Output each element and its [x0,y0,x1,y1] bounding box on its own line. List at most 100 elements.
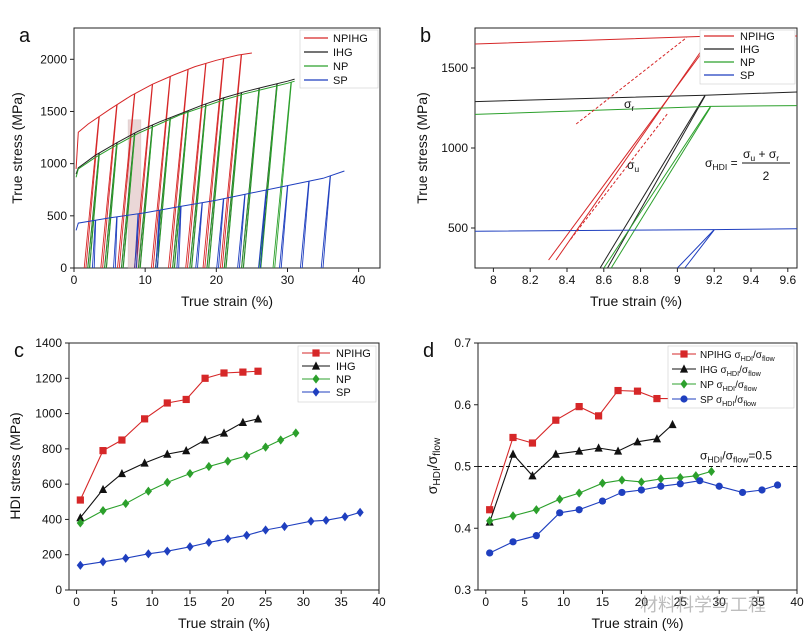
x-tick-label: 30 [281,273,295,287]
legend-marker [680,379,688,389]
data-point [122,498,130,509]
data-point [614,386,622,395]
unload-line [172,112,189,269]
unload-line [258,85,278,269]
series-line [489,424,673,523]
legend-marker [679,364,689,373]
y-tick-label: 800 [42,442,62,456]
data-point [509,511,517,521]
series-npihg [76,367,262,504]
data-point [532,532,540,540]
reload-line [191,106,207,269]
y-tick-label: 1000 [35,407,62,421]
x-axis-label: True strain (%) [178,615,270,631]
x-tick-label: 25 [674,595,688,609]
series-ihg [474,91,798,269]
reload-line [136,213,139,269]
reload-line [139,127,154,269]
reload-line [322,175,331,269]
unload-line [320,175,331,269]
x-tick-label: 20 [221,595,235,609]
y-tick-label: 0.3 [454,583,471,597]
unload-line [113,216,118,269]
y-tick-label: 500 [47,209,67,223]
x-axis-label: True strain (%) [181,293,273,309]
data-point [243,530,251,540]
formula-lhs: σHDI = [705,156,738,172]
data-point [653,394,661,403]
plot-frame [73,27,381,269]
legend-label: IHG [740,44,760,56]
reload-line [225,94,243,269]
data-point [715,482,723,490]
unload-line [155,119,171,269]
data-point [76,560,84,570]
data-point [575,506,583,514]
data-point [341,512,349,522]
data-point [676,480,684,488]
reload-line [204,58,225,269]
reload-line [106,144,118,269]
reload-line [218,198,225,269]
reload-line [93,220,97,269]
data-point [76,518,84,528]
unload-line [299,181,310,269]
legend-label: NPIHG [333,33,368,45]
legend-label: SP [333,75,348,87]
data-point [224,534,232,544]
x-tick-label: 8.4 [559,273,576,287]
data-point [575,488,583,498]
data-point [773,481,782,489]
data-point [668,419,677,429]
x-tick-label: 9 [674,273,681,287]
unload-line [138,127,153,269]
data-point [200,435,210,444]
x-tick-label: 10 [138,273,152,287]
x-tick-label: 9.2 [706,273,723,287]
data-point [140,458,149,467]
data-point [556,494,564,504]
x-tick-label: 8.8 [632,273,649,287]
data-point [144,486,152,496]
y-tick-label: 0.6 [454,398,471,412]
data-point [657,474,665,484]
panel-b: 8 8.2 8.4 8.6 8.8 9 9.2 9.4 9.6 500 1000 1500 True s… [414,25,798,309]
reload-line [178,206,182,269]
formula-denominator: 2 [763,169,770,183]
tangent-dashed [575,37,687,125]
legend-box [699,29,796,85]
data-point [594,412,603,420]
x-tick-label: 0 [482,595,489,609]
formula-numerator: σu + σr [743,147,779,163]
unload-line [258,189,267,269]
panel-label: c [14,340,24,362]
sigma-u-label: σu [627,158,639,174]
tangent-dashed [570,112,669,240]
x-tick-label: 40 [372,595,386,609]
x-tick-label: 10 [557,595,571,609]
legend-marker [680,350,688,358]
x-tick-label: 0 [71,273,78,287]
data-point [509,538,517,546]
series-sp [474,228,798,269]
unload-branch [548,35,715,261]
legend-box [297,345,377,403]
data-point [182,395,190,404]
data-point [618,475,626,485]
reload-line [221,54,243,269]
data-point [509,433,517,442]
data-point [224,456,232,466]
data-point [657,482,665,490]
y-tick-label: 0.4 [454,521,471,535]
legend-label: NP [333,61,348,73]
data-point [280,521,289,532]
panel-c: 0 5 10 15 20 25 30 35 40020040060080010001200140… [7,336,386,631]
reload-line [152,76,171,269]
data-point [556,509,564,517]
unload-line [272,82,292,269]
unload-branch [603,106,711,269]
legend-label: NP [740,57,755,69]
legend-label: NPIHG [336,348,371,360]
data-point [707,466,716,477]
data-point [307,516,315,526]
